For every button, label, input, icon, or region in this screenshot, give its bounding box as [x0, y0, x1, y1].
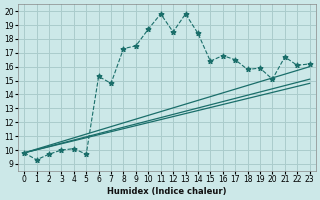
Point [46, 153, 52, 156]
Point [59, 148, 64, 152]
Point [84, 153, 89, 156]
Point [108, 82, 114, 85]
Point [34, 158, 39, 161]
Point [307, 62, 312, 66]
Point [22, 151, 27, 154]
Point [133, 44, 139, 47]
Point [220, 54, 225, 57]
Point [295, 64, 300, 67]
Point [208, 60, 213, 63]
Point [270, 78, 275, 81]
Point [171, 30, 176, 34]
Point [146, 28, 151, 31]
Point [245, 68, 250, 71]
Point [282, 55, 287, 59]
Point [71, 147, 76, 150]
Point [158, 12, 163, 15]
Point [96, 75, 101, 78]
Point [183, 12, 188, 15]
Point [196, 32, 201, 35]
Point [257, 66, 262, 70]
X-axis label: Humidex (Indice chaleur): Humidex (Indice chaleur) [107, 187, 227, 196]
Point [233, 58, 238, 61]
Point [121, 47, 126, 50]
